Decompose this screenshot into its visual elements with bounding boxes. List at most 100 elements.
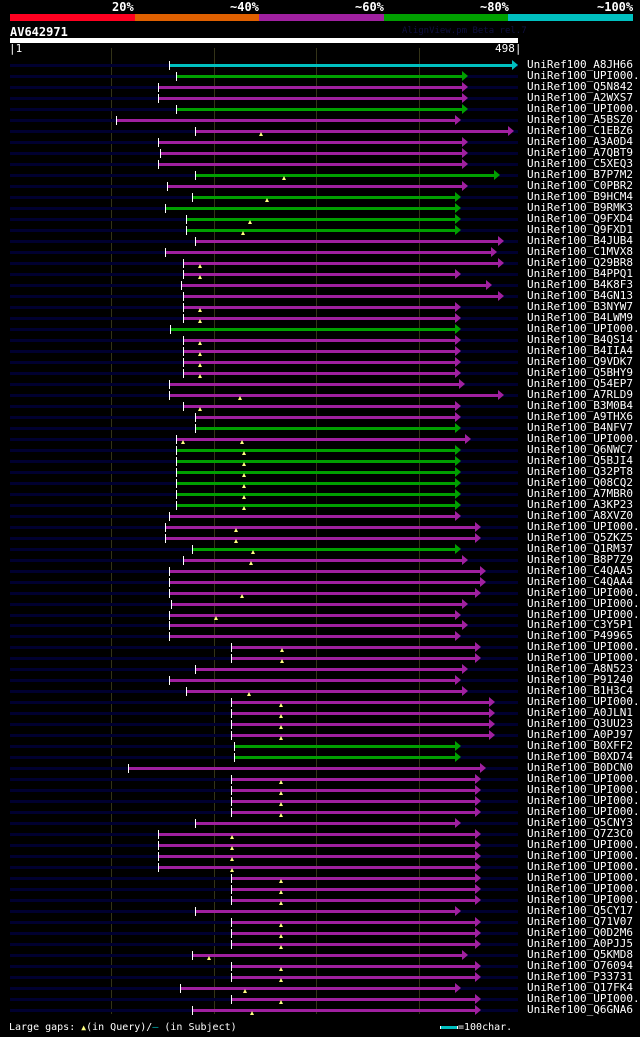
alignment-row[interactable]: UniRef100_Q6GNA6 (0, 1003, 640, 1017)
subject-link[interactable]: UniRef100_P49965 (527, 629, 633, 643)
subject-link[interactable]: UniRef100_UPI000.. (527, 882, 640, 896)
alignment-row[interactable]: UniRef100_P49965 (0, 629, 640, 643)
subject-link[interactable]: UniRef100_Q6NWC7 (527, 442, 633, 456)
subject-link[interactable]: UniRef100_UPI000.. (527, 519, 640, 533)
alignment-row[interactable]: UniRef100_B1H3C4 (0, 684, 640, 698)
subject-link[interactable]: UniRef100_B0XFF2 (527, 739, 633, 753)
alignment-row[interactable]: UniRef100_UPI000.. (0, 784, 640, 796)
alignment-row[interactable]: UniRef100_O76094 (0, 960, 640, 972)
alignment-row[interactable]: UniRef100_A0PJ97 (0, 728, 640, 742)
alignment-row[interactable]: UniRef100_Q5CNY3 (0, 816, 640, 830)
alignment-row[interactable]: UniRef100_Q9FXD1 (0, 222, 640, 236)
subject-link[interactable]: UniRef100_UPI000.. (527, 68, 640, 82)
subject-link[interactable]: UniRef100_B4GN13 (527, 288, 633, 302)
alignment-row[interactable]: UniRef100_Q71V07 (0, 915, 640, 929)
subject-link[interactable]: UniRef100_Q29BR8 (527, 255, 633, 269)
subject-link[interactable]: UniRef100_A0JLN1 (527, 706, 633, 720)
alignment-row[interactable]: UniRef100_Q5CY17 (0, 904, 640, 918)
alignment-row[interactable]: UniRef100_UPI000.. (0, 68, 640, 82)
alignment-row[interactable]: UniRef100_A3A0D4 (0, 136, 640, 147)
alignment-row[interactable]: UniRef100_B4LWM9 (0, 312, 640, 323)
alignment-row[interactable]: UniRef100_UPI000.. (0, 795, 640, 807)
subject-link[interactable]: UniRef100_Q5CY17 (527, 904, 633, 918)
subject-link[interactable]: UniRef100_C1MVX8 (527, 244, 633, 258)
alignment-row[interactable]: UniRef100_Q1RM37 (0, 543, 640, 554)
subject-link[interactable]: UniRef100_A9THX6 (527, 409, 633, 423)
subject-link[interactable]: UniRef100_UPI000.. (527, 321, 640, 335)
subject-link[interactable]: UniRef100_UPI000.. (527, 992, 640, 1006)
alignment-row[interactable]: UniRef100_C4QAA5 (0, 565, 640, 576)
subject-link[interactable]: UniRef100_Q32PT8 (527, 464, 633, 478)
subject-link[interactable]: UniRef100_B0DCN0 (527, 761, 633, 775)
alignment-row[interactable]: UniRef100_Q29BR8 (0, 255, 640, 269)
subject-link[interactable]: UniRef100_A8XVZ0 (527, 508, 633, 522)
alignment-row[interactable]: UniRef100_P33731 (0, 970, 640, 984)
subject-link[interactable]: UniRef100_UPI000.. (527, 849, 640, 863)
subject-link[interactable]: UniRef100_UPI000.. (527, 101, 640, 115)
subject-link[interactable]: UniRef100_Q54EP7 (527, 376, 633, 390)
subject-link[interactable]: UniRef100_Q71V07 (527, 915, 633, 929)
subject-link[interactable]: UniRef100_UPI000.. (527, 585, 640, 599)
subject-link[interactable]: UniRef100_UPI000.. (527, 838, 640, 852)
subject-link[interactable]: UniRef100_C4QAA4 (527, 574, 633, 588)
subject-link[interactable]: UniRef100_A2WXS7 (527, 90, 633, 104)
subject-link[interactable]: UniRef100_C0PBR2 (527, 178, 633, 192)
alignment-row[interactable]: UniRef100_UPI000.. (0, 598, 640, 609)
subject-link[interactable]: UniRef100_Q9FXD1 (527, 222, 633, 236)
alignment-row[interactable]: UniRef100_UPI000.. (0, 652, 640, 664)
alignment-row[interactable]: UniRef100_A2WXS7 (0, 90, 640, 104)
alignment-row[interactable]: UniRef100_Q08CQ2 (0, 477, 640, 488)
subject-link[interactable]: UniRef100_Q6GNA6 (527, 1003, 633, 1017)
subject-link[interactable]: UniRef100_B0XD74 (527, 750, 633, 764)
alignment-row[interactable]: UniRef100_B0DCN0 (0, 761, 640, 775)
subject-link[interactable]: UniRef100_B1H3C4 (527, 684, 633, 698)
subject-link[interactable]: UniRef100_Q5KMD8 (527, 948, 633, 962)
subject-link[interactable]: UniRef100_B4JUB4 (527, 233, 633, 247)
alignment-row[interactable]: UniRef100_B4NFV7 (0, 420, 640, 434)
alignment-row[interactable]: UniRef100_B4K8F3 (0, 279, 640, 290)
alignment-row[interactable]: UniRef100_B4IIA4 (0, 343, 640, 357)
alignment-row[interactable]: UniRef100_B3NYW7 (0, 299, 640, 313)
alignment-row[interactable]: UniRef100_C1EBZ6 (0, 123, 640, 137)
alignment-row[interactable]: UniRef100_B4PPQ1 (0, 268, 640, 279)
subject-link[interactable]: UniRef100_B9RMK3 (527, 200, 633, 214)
subject-link[interactable]: UniRef100_B7P7M2 (527, 167, 633, 181)
alignment-row[interactable]: UniRef100_A8JH66 (0, 59, 640, 70)
alignment-row[interactable]: UniRef100_C1MVX8 (0, 244, 640, 258)
alignment-row[interactable]: UniRef100_A0PJJ5 (0, 938, 640, 950)
alignment-row[interactable]: UniRef100_UPI000.. (0, 433, 640, 444)
alignment-row[interactable]: UniRef100_UPI000.. (0, 101, 640, 115)
alignment-row[interactable]: UniRef100_A9THX6 (0, 409, 640, 423)
subject-link[interactable]: UniRef100_P33731 (527, 970, 633, 984)
subject-link[interactable]: UniRef100_UPI000.. (527, 893, 640, 907)
subject-link[interactable]: UniRef100_A0PJ97 (527, 728, 633, 742)
subject-link[interactable]: UniRef100_A7MBR0 (527, 486, 633, 500)
alignment-row[interactable]: UniRef100_B4QS14 (0, 334, 640, 345)
alignment-row[interactable]: UniRef100_UPI000.. (0, 585, 640, 599)
alignment-row[interactable]: UniRef100_UPI000.. (0, 609, 640, 620)
subject-link[interactable]: UniRef100_B4NFV7 (527, 420, 633, 434)
subject-link[interactable]: UniRef100_Q5BJI4 (527, 453, 633, 467)
subject-link[interactable]: UniRef100_UPI000.. (527, 772, 640, 786)
subject-link[interactable]: UniRef100_Q0D2M6 (527, 926, 633, 940)
alignment-row[interactable]: UniRef100_UPI000.. (0, 849, 640, 863)
alignment-row[interactable]: UniRef100_Q9VDK7 (0, 356, 640, 367)
alignment-row[interactable]: UniRef100_B0XFF2 (0, 739, 640, 753)
subject-link[interactable]: UniRef100_UPI000.. (527, 805, 640, 819)
subject-link[interactable]: UniRef100_Q5ZKZ5 (527, 530, 633, 544)
subject-link[interactable]: UniRef100_B3NYW7 (527, 299, 633, 313)
alignment-row[interactable]: UniRef100_C3Y5P1 (0, 619, 640, 631)
alignment-row[interactable]: UniRef100_Q9FXD4 (0, 213, 640, 224)
alignment-row[interactable]: UniRef100_Q3UU23 (0, 718, 640, 730)
alignment-row[interactable]: UniRef100_Q5ZKZ5 (0, 530, 640, 544)
subject-link[interactable]: UniRef100_Q5CNY3 (527, 816, 633, 830)
alignment-row[interactable]: UniRef100_UPI000.. (0, 861, 640, 873)
subject-link[interactable]: UniRef100_Q5N842 (527, 79, 633, 93)
alignment-row[interactable]: UniRef100_UPI000.. (0, 805, 640, 819)
alignment-row[interactable]: UniRef100_UPI000.. (0, 641, 640, 653)
subject-link[interactable]: UniRef100_B4IIA4 (527, 343, 633, 357)
subject-link[interactable]: UniRef100_C1EBZ6 (527, 123, 633, 137)
alignment-row[interactable]: UniRef100_UPI000.. (0, 838, 640, 852)
alignment-row[interactable]: UniRef100_P91240 (0, 673, 640, 687)
subject-link[interactable]: UniRef100_P91240 (527, 673, 633, 687)
